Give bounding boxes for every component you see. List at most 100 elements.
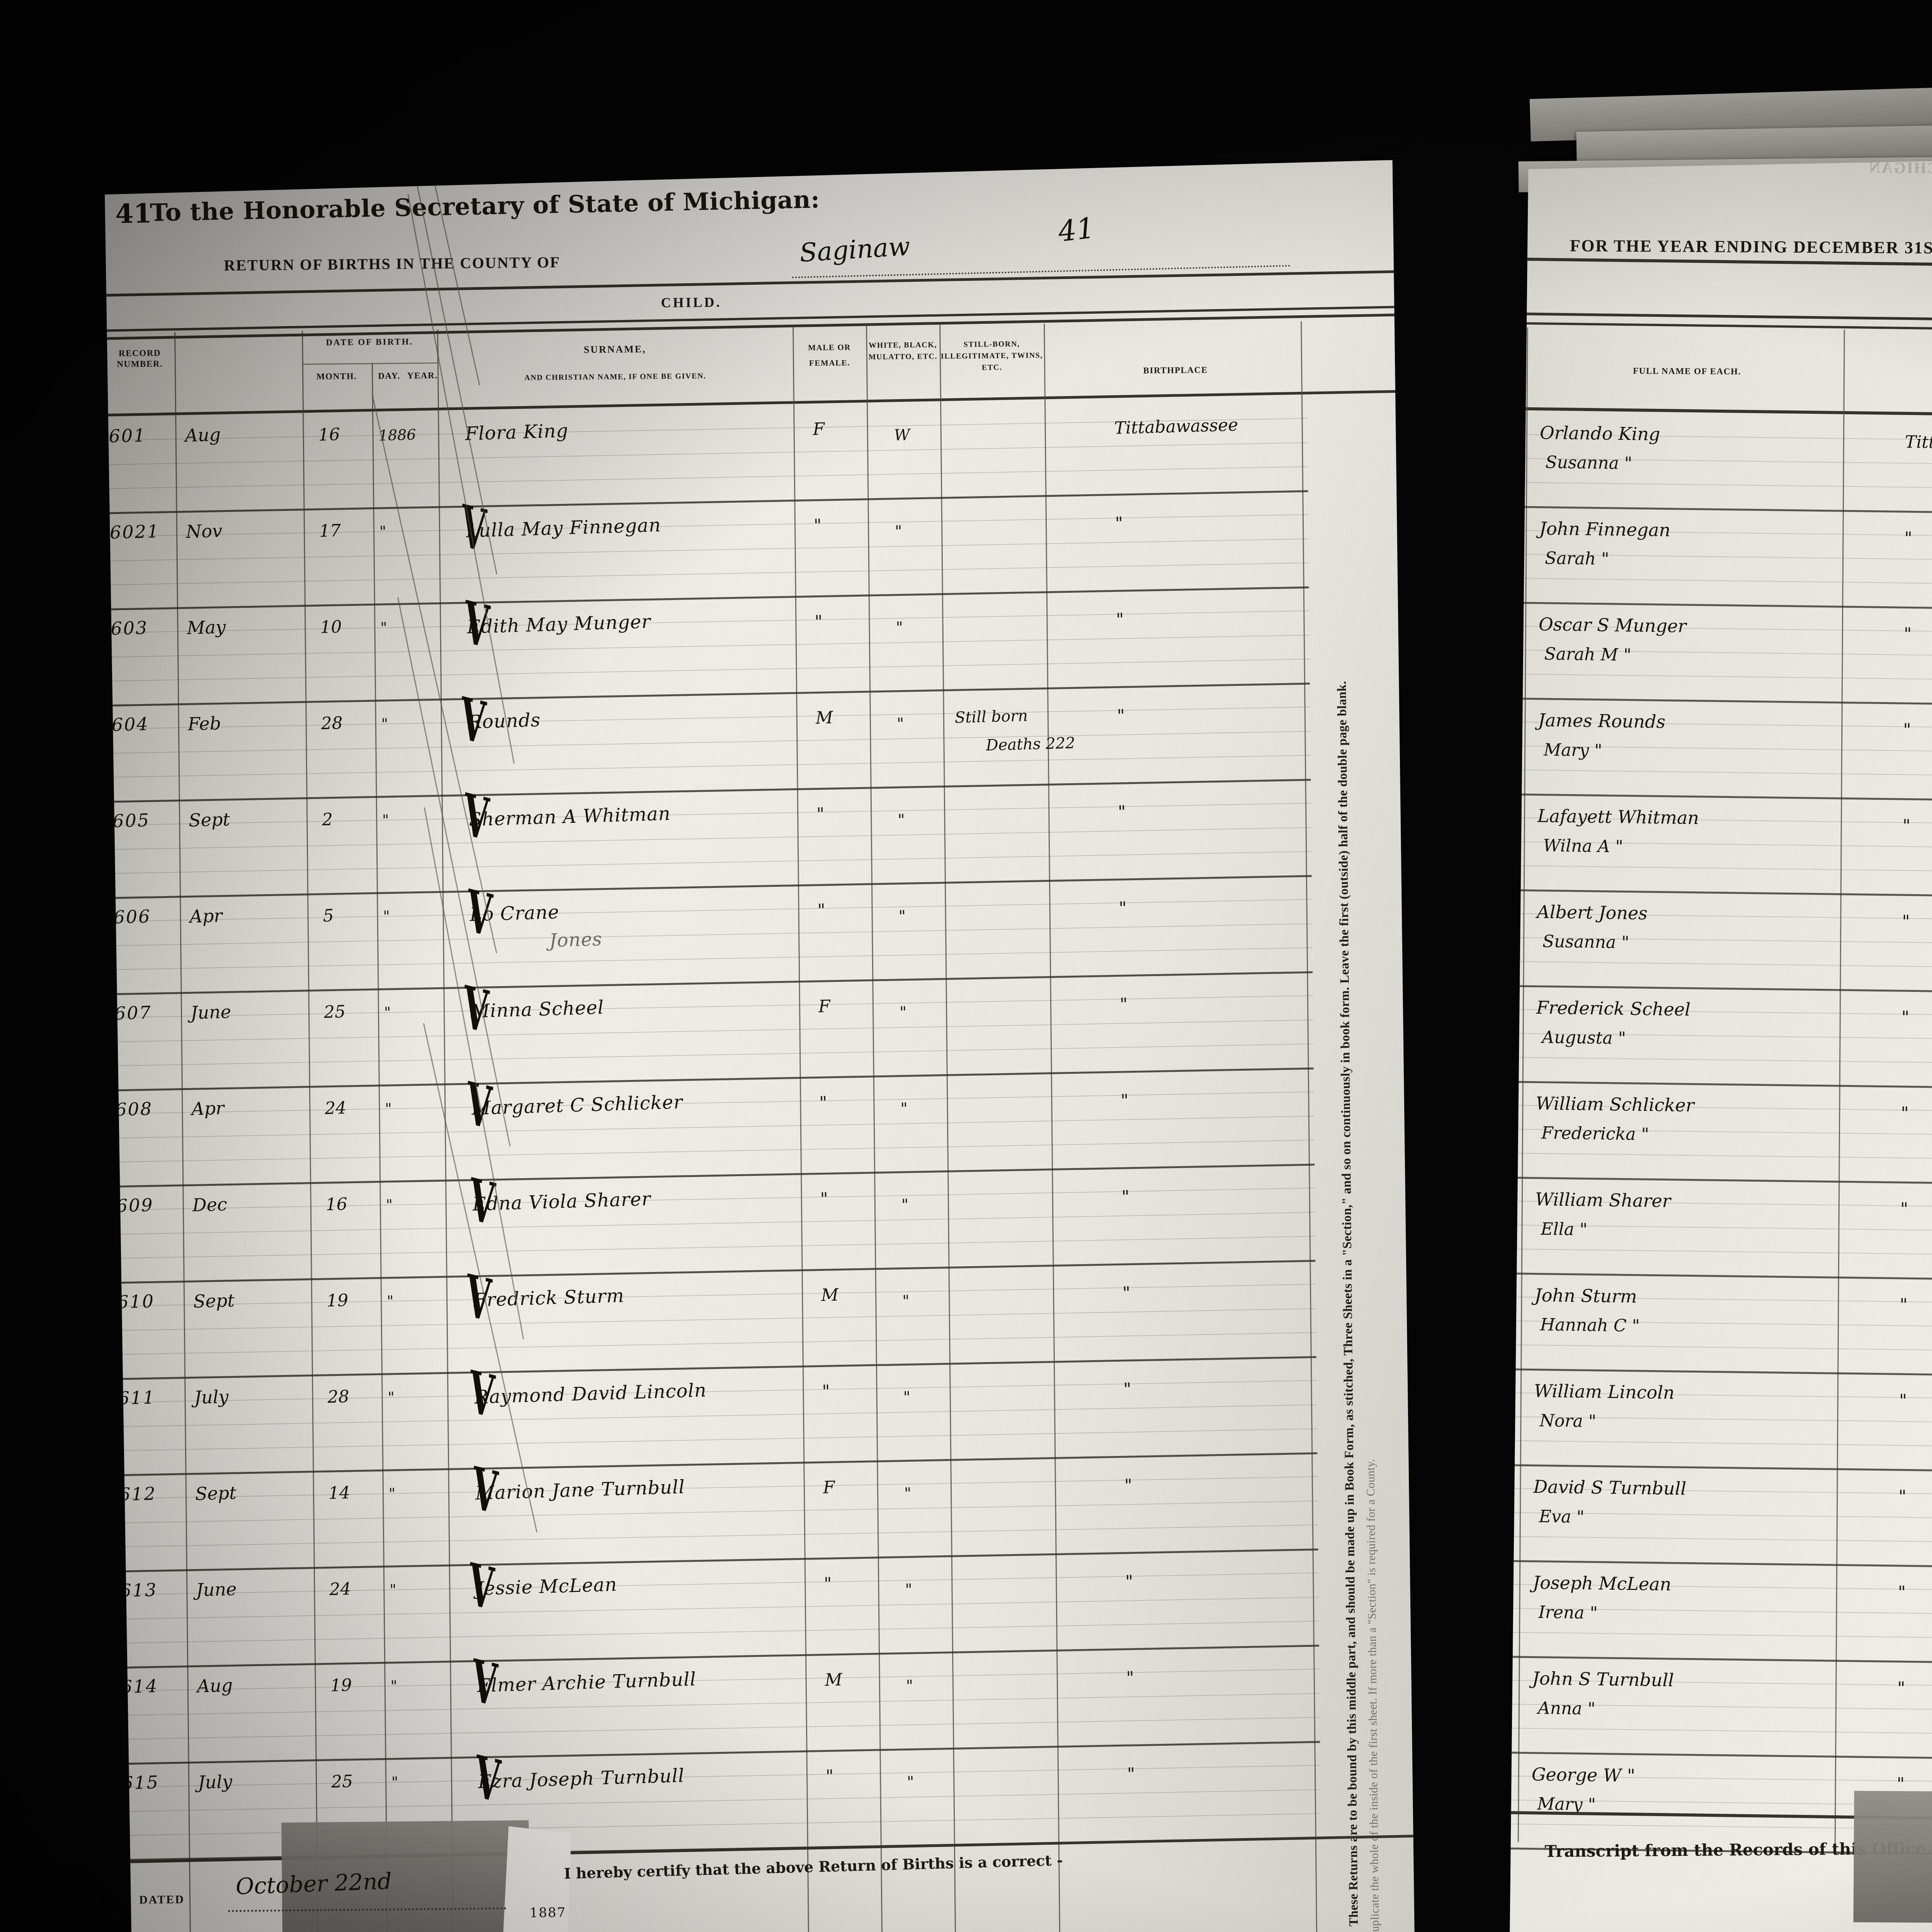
table-cell: "	[1117, 802, 1126, 822]
table-cell: 14	[328, 1483, 350, 1503]
table-cell: 28	[327, 1386, 350, 1407]
table-cell: Irena "	[1538, 1602, 1598, 1623]
ledger-line	[1515, 961, 1932, 977]
table-cell: 609	[116, 1194, 154, 1216]
table-cell: July	[197, 1771, 233, 1793]
ledger-line	[104, 658, 1310, 681]
table-cell: Eva "	[1539, 1507, 1585, 1527]
row-rule	[115, 1741, 1320, 1765]
col-divider	[437, 330, 454, 1932]
ledger-line	[109, 1139, 1315, 1162]
pencil-stroke	[397, 597, 510, 1146]
table-cell: "	[1902, 912, 1910, 932]
table-cell: Elmer Archie Turnbull	[477, 1668, 697, 1697]
ledger-line	[112, 1476, 1318, 1499]
table-cell: "	[895, 522, 903, 541]
gutter-instruction-text: These Returns are to be bound by this mi…	[1316, 377, 1389, 1932]
table-cell: John Finnegan	[1539, 518, 1671, 541]
table-cell: M	[825, 1670, 843, 1690]
ledger-line	[112, 1524, 1318, 1547]
table-cell: "	[386, 1196, 393, 1214]
left-page-number: 41	[1056, 211, 1097, 249]
table-cell: "	[1118, 898, 1127, 918]
pencil-checkmark: V	[458, 684, 488, 758]
table-cell: "	[1122, 1283, 1131, 1303]
ledger-line	[113, 1597, 1319, 1619]
pencil-checkmark: V	[464, 1069, 494, 1143]
dated-year: 1887	[529, 1905, 566, 1921]
table-cell: Augusta "	[1542, 1027, 1626, 1048]
table-cell: "	[1127, 1764, 1136, 1784]
ledger-line	[1514, 1248, 1932, 1265]
ledger-line	[109, 1116, 1314, 1138]
row-rule	[113, 1549, 1318, 1573]
table-cell: F	[812, 419, 825, 439]
ledger-line	[114, 1717, 1320, 1740]
ledger-line	[104, 611, 1310, 633]
ledger-line	[1512, 1536, 1932, 1552]
table-cell: "	[1902, 816, 1911, 836]
table-cell: Jones	[549, 928, 603, 952]
dated-value: October 22nd	[235, 1867, 392, 1900]
table-cell: Aug	[185, 424, 221, 446]
ledger-line	[1512, 1440, 1932, 1456]
table-cell: Fredrick Sturm	[473, 1285, 625, 1311]
table-cell: "	[900, 1100, 908, 1118]
ledger-line	[1517, 673, 1932, 690]
table-cell: Aug	[197, 1675, 233, 1697]
ledger-line	[108, 1019, 1313, 1042]
table-cell: Mary "	[1543, 740, 1602, 761]
ledger-line	[111, 1404, 1317, 1427]
ledger-line	[110, 1284, 1316, 1307]
table-cell: "	[1901, 1007, 1910, 1027]
row-rule	[106, 875, 1312, 899]
return-subtitle: RETURN OF BIRTHS IN THE COUNTY OF	[224, 253, 561, 274]
table-cell: "	[895, 619, 903, 637]
table-cell: "	[1899, 1295, 1908, 1315]
table-cell: "	[383, 907, 390, 925]
table-cell: "	[1900, 1103, 1909, 1123]
pencil-checkmark: V	[468, 1165, 497, 1239]
pencil-checkmark: V	[470, 1454, 500, 1527]
table-cell: 615	[121, 1772, 160, 1794]
row-rule	[114, 1645, 1319, 1668]
ledger-line	[114, 1693, 1320, 1716]
table-cell: Hannah C "	[1540, 1315, 1640, 1336]
table-cell: Minna Scheel	[470, 997, 604, 1022]
table-cell: William Lincoln	[1534, 1380, 1675, 1403]
table-cell: 603	[110, 617, 149, 639]
colhdr-sex: MALE OR FEMALE.	[808, 342, 851, 368]
ledger-line	[107, 947, 1313, 970]
ledger-line	[109, 1092, 1314, 1114]
table-cell: "	[823, 1574, 832, 1594]
colhdr-birthplace: BIRTHPLACE	[1143, 365, 1208, 376]
row-rule	[104, 587, 1309, 611]
table-cell: "	[1898, 1486, 1906, 1507]
table-cell: 16	[318, 424, 340, 445]
table-cell: "	[903, 1388, 911, 1406]
table-cell: Nora "	[1539, 1411, 1597, 1432]
pencil-stroke	[407, 194, 515, 764]
table-cell: Orlando King	[1539, 422, 1660, 445]
table-cell: "	[388, 1388, 395, 1406]
table-cell: Albert Jones	[1537, 901, 1648, 924]
ledger-line	[105, 731, 1311, 753]
ledger-line	[1511, 1632, 1932, 1648]
table-cell: "	[816, 804, 825, 824]
row-rule	[110, 1260, 1316, 1284]
col-divider	[793, 326, 809, 1932]
table-cell: July	[194, 1386, 229, 1408]
colhdr-date-of-birth: DATE OF BIRTH.	[326, 337, 413, 347]
col-divider	[302, 331, 318, 1932]
ledger-line	[108, 1043, 1313, 1066]
gutter-line-1: These Returns are to be bound by this mi…	[1335, 680, 1361, 1927]
table-cell: Still born	[954, 707, 1028, 727]
colhdr-residence: RESIDENCE.	[1845, 374, 1932, 386]
row-rule	[104, 683, 1310, 707]
table-cell: "	[906, 1773, 915, 1791]
ledger-line	[103, 562, 1309, 585]
table-cell: "	[386, 1292, 394, 1310]
ledger-line	[102, 442, 1308, 465]
table-cell: "	[1897, 1678, 1905, 1698]
